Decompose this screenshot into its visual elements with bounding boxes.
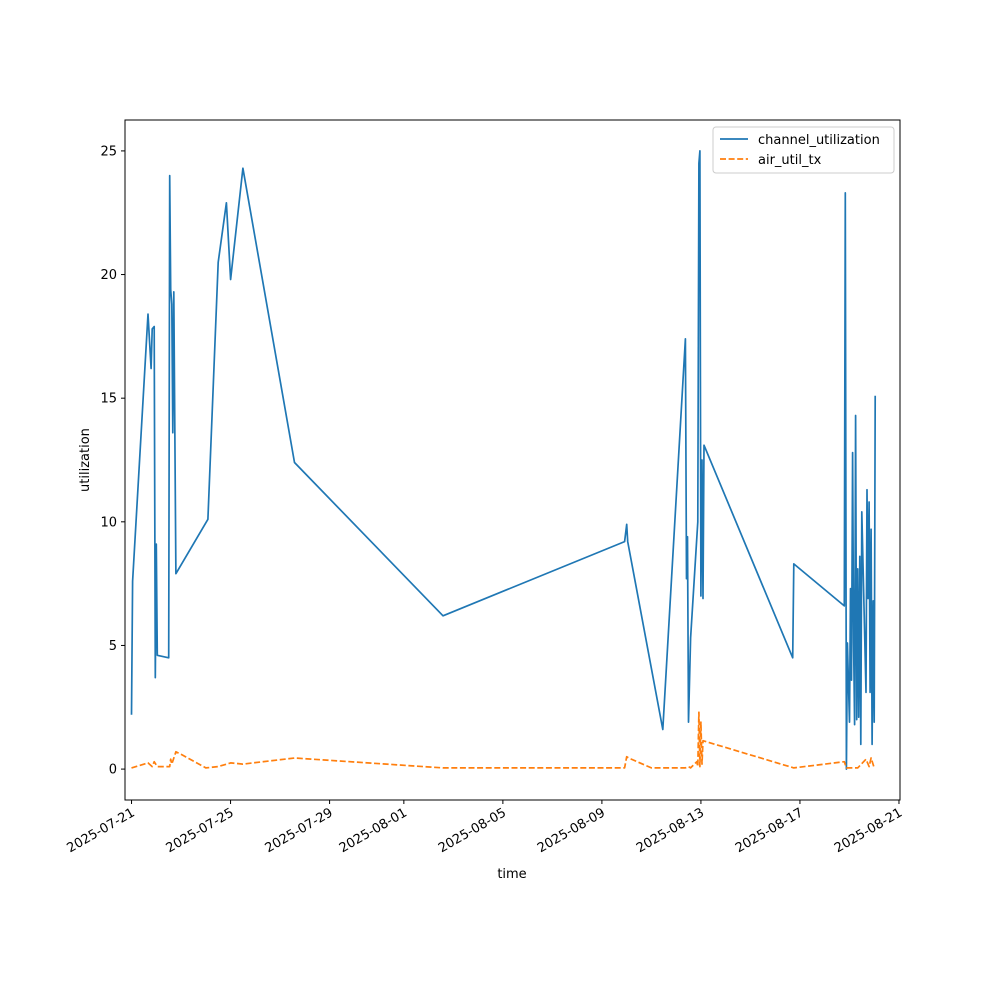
- y-tick-label: 15: [100, 392, 117, 407]
- y-tick-label: 20: [100, 268, 117, 283]
- x-axis-label: time: [497, 867, 526, 882]
- legend-box: [712, 126, 895, 174]
- y-tick-label: 5: [109, 639, 117, 654]
- series-line-channel-utilization: [130, 150, 877, 770]
- series-line-air-util-tx: [131, 711, 876, 769]
- y-axis: 0 5 10 15 20 25: [100, 144, 125, 778]
- x-tick-label: 2025-08-05: [436, 805, 509, 856]
- x-tick-label: 2025-07-25: [164, 805, 237, 856]
- x-tick-label: 2025-08-09: [535, 805, 608, 856]
- x-tick-label: 2025-07-29: [263, 805, 336, 856]
- y-tick-label: 0: [109, 763, 117, 778]
- x-tick-label: 2025-07-21: [65, 805, 138, 856]
- y-tick-label: 25: [100, 144, 117, 159]
- x-tick-label: 2025-08-13: [634, 805, 707, 856]
- legend-label: air_util_tx: [758, 153, 822, 168]
- legend: channel_utilization air_util_tx: [712, 126, 895, 174]
- x-tick-label: 2025-08-17: [733, 805, 806, 856]
- x-axis: 2025-07-21 2025-07-25 2025-07-29 2025-08-01…: [65, 800, 905, 856]
- legend-label: channel_utilization: [758, 133, 880, 148]
- series-lines: [130, 150, 877, 770]
- x-tick-label: 2025-08-01: [337, 805, 410, 856]
- plot-frame: [124, 119, 901, 801]
- y-axis-label: utilization: [78, 428, 93, 492]
- y-tick-label: 10: [100, 515, 117, 530]
- x-tick-label: 2025-08-21: [832, 805, 905, 856]
